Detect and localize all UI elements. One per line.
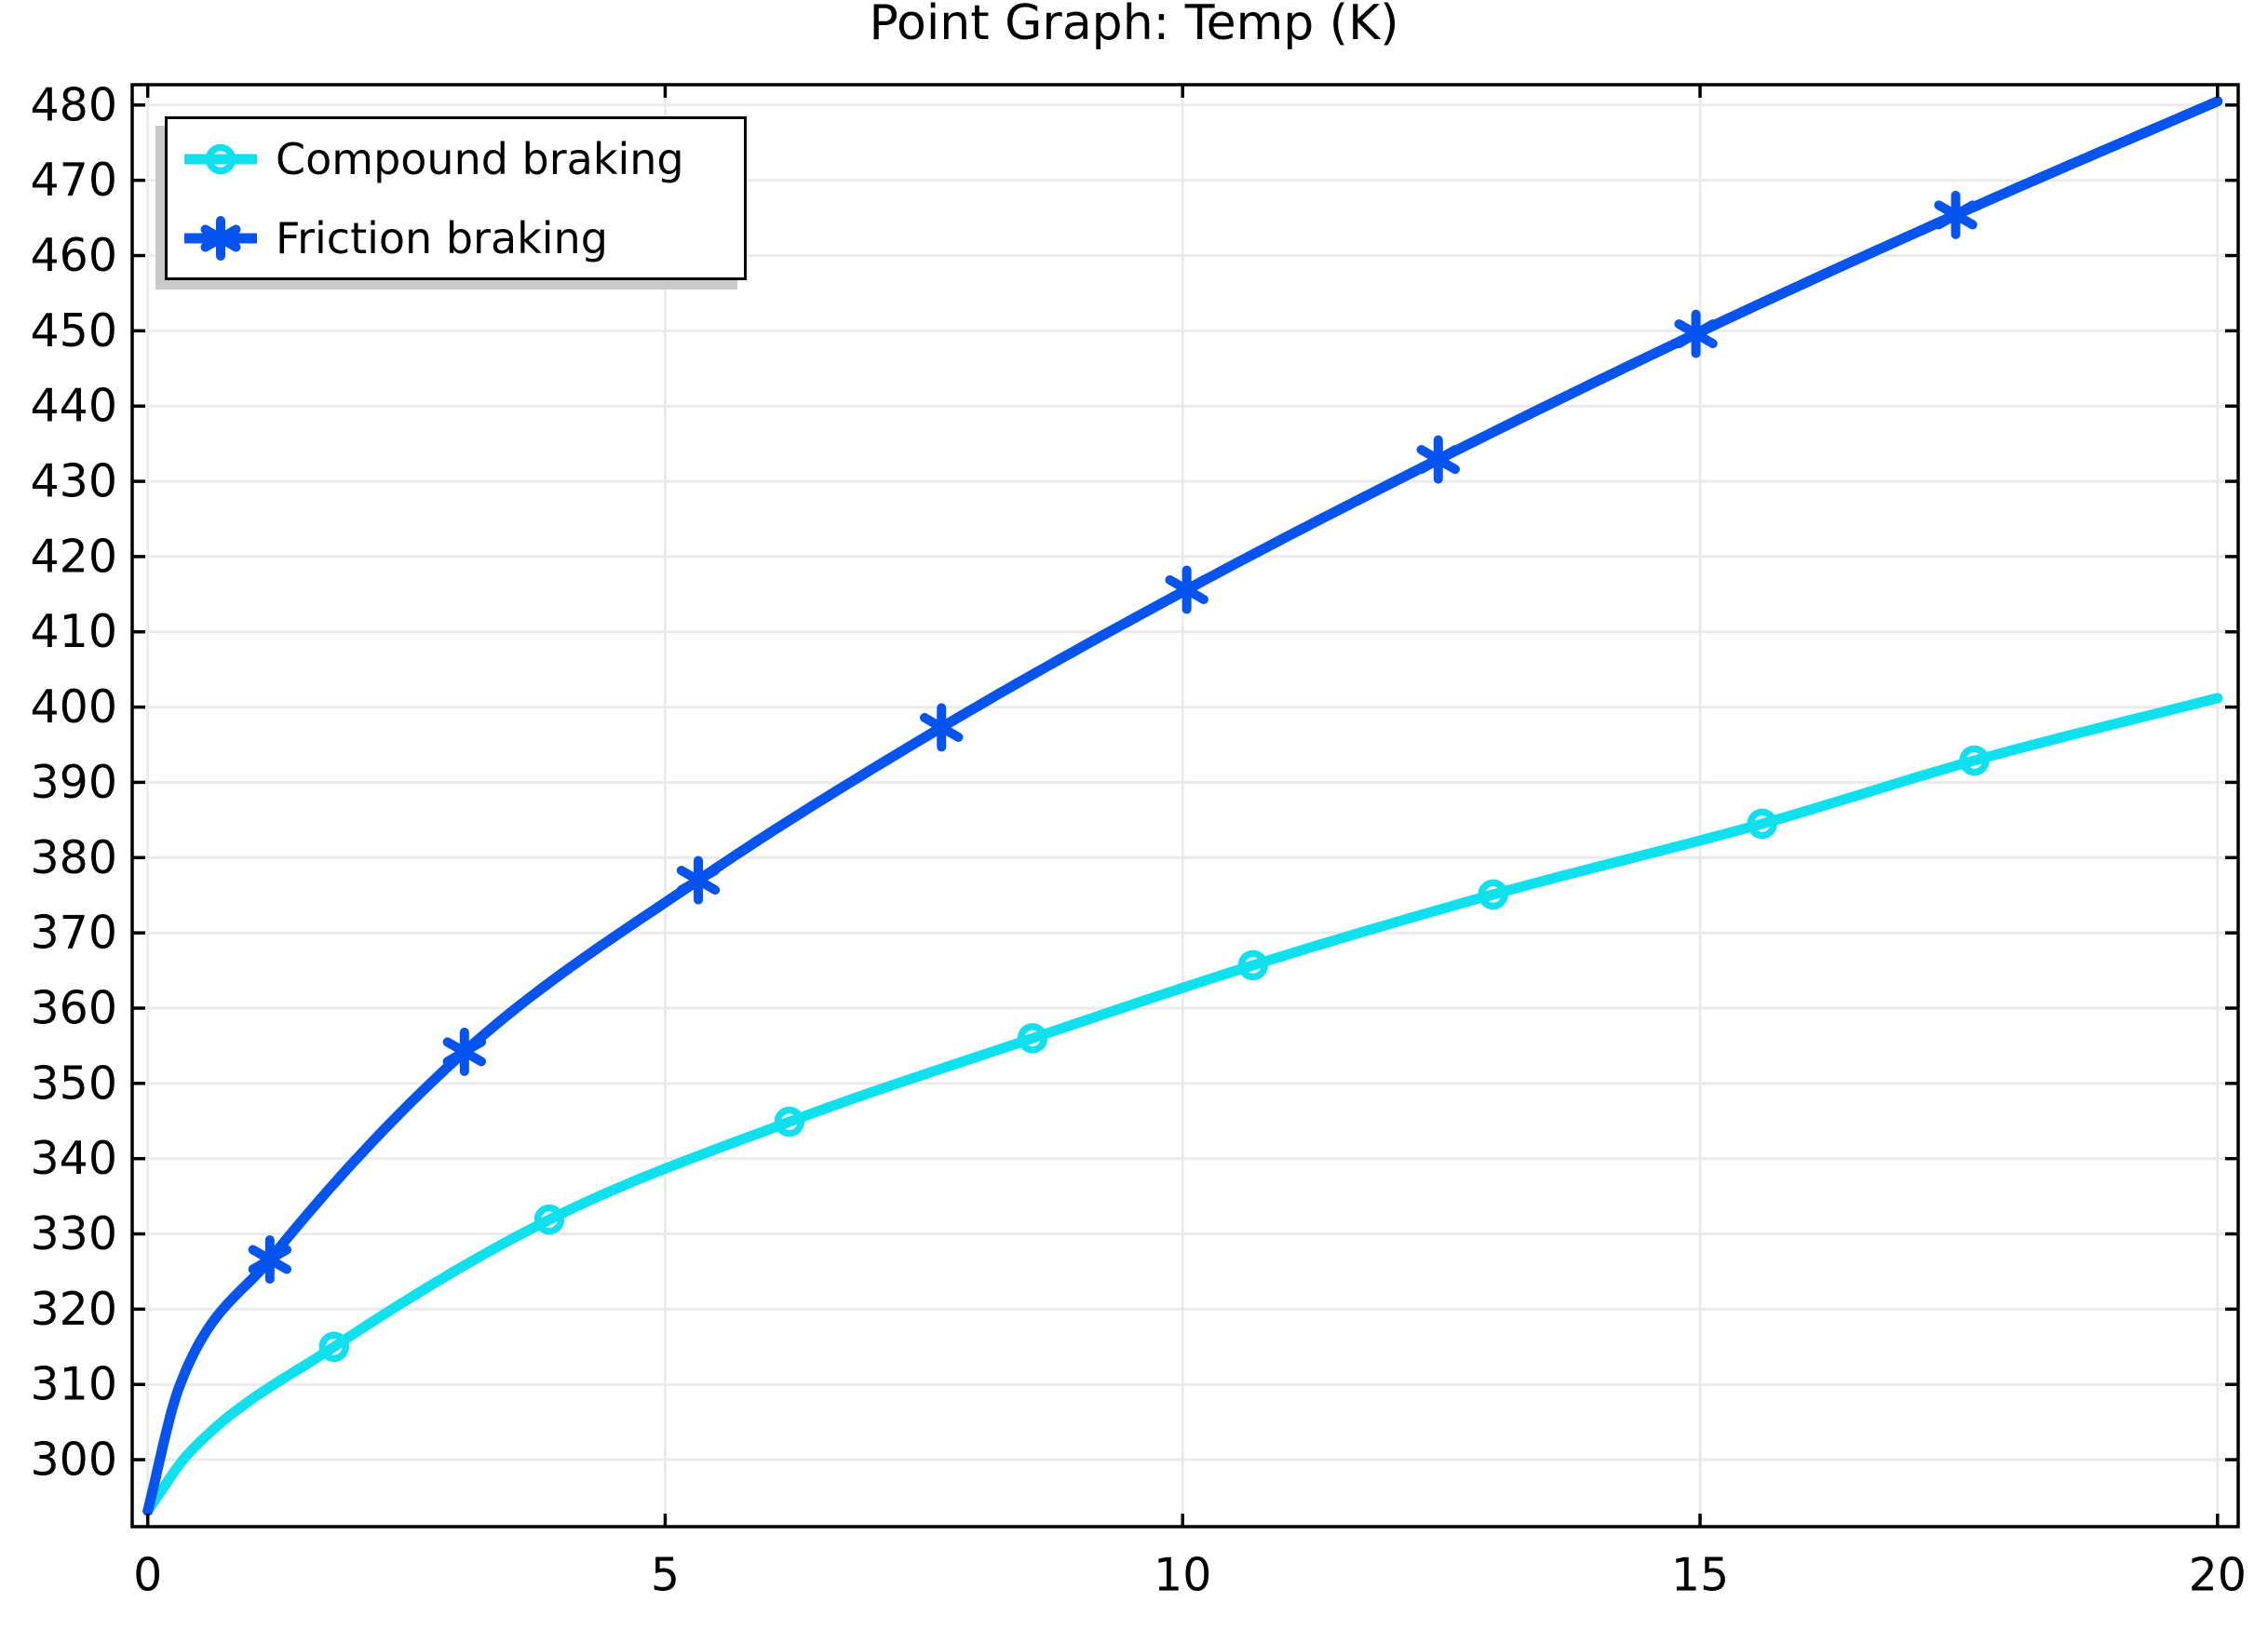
legend-item-compound-braking: Compound braking [168,119,744,198]
tick-labels: 0 5 10 15 20 300 310 320 330 340 350 360 370 380 390 40… [30,78,2246,1601]
data-point-asterisk [1416,435,1460,484]
asterisk-arm [248,1245,292,1274]
asterisk-arm [1165,574,1208,604]
data-point-circle [318,1331,350,1363]
data-point-asterisk [442,1027,486,1076]
asterisk-arm [1416,445,1460,475]
y-tick-label: 370 [30,907,117,960]
y-tick-label: 300 [30,1434,117,1487]
y-tick-label: 460 [30,229,117,282]
y-tick-label: 410 [30,605,117,658]
asterisk-arm [676,866,721,896]
data-point-circle [1478,879,1508,910]
y-tick-label: 360 [30,981,117,1034]
data-point-circle [774,1106,805,1138]
data-point-circle [1017,1023,1048,1054]
legend-label-compound-braking: Compound braking [276,133,684,184]
x-tick-label: 20 [2189,1549,2247,1602]
data-point-circle [533,1204,565,1235]
legend-label-friction-braking: Friction braking [276,212,608,263]
circle-marker-icon [184,143,257,174]
asterisk-arm [1674,319,1718,349]
data-point-asterisk [1165,565,1208,614]
y-tick-label: 450 [30,304,117,357]
x-tick-label: 10 [1154,1549,1211,1602]
data-point-asterisk [1934,190,1978,239]
axes [130,83,2240,1529]
y-tick-label: 470 [30,154,117,207]
data-point-circle [1747,808,1777,840]
y-tick-label: 380 [30,831,117,884]
data-series [142,96,2223,1516]
y-tick-label: 320 [30,1283,117,1336]
y-tick-label: 430 [30,455,117,508]
asterisk-arm [920,712,964,742]
data-point-asterisk [920,703,964,752]
legend-item-friction-braking: Friction braking [168,198,744,277]
y-tick-label: 390 [30,756,117,809]
x-tick-label: 0 [133,1549,162,1602]
data-point-circle [1959,745,1990,776]
y-tick-label: 420 [30,530,117,583]
chart-title: Point Graph: Temp (K) [870,0,1399,51]
x-tick-label: 5 [651,1549,680,1602]
data-point-asterisk [1674,309,1718,358]
asterisk-arm [1934,200,1978,230]
gridlines [132,85,2238,1527]
data-point-asterisk [248,1234,292,1284]
y-tick-label: 350 [30,1057,117,1110]
series-line-circle [142,693,2223,1516]
y-tick-label: 480 [30,78,117,131]
y-tick-label: 440 [30,380,117,433]
axis-box [130,83,2240,1529]
y-tick-label: 340 [30,1132,117,1185]
y-tick-label: 400 [30,680,117,734]
data-point-circle [1237,950,1269,981]
legend: Compound braking Friction braking [165,116,747,280]
asterisk-marker-icon [184,215,257,261]
x-tick-label: 15 [1671,1549,1729,1602]
data-point-asterisk [676,855,721,905]
asterisk-arm [442,1037,486,1067]
y-tick-label: 310 [30,1358,117,1411]
y-tick-label: 330 [30,1207,117,1260]
